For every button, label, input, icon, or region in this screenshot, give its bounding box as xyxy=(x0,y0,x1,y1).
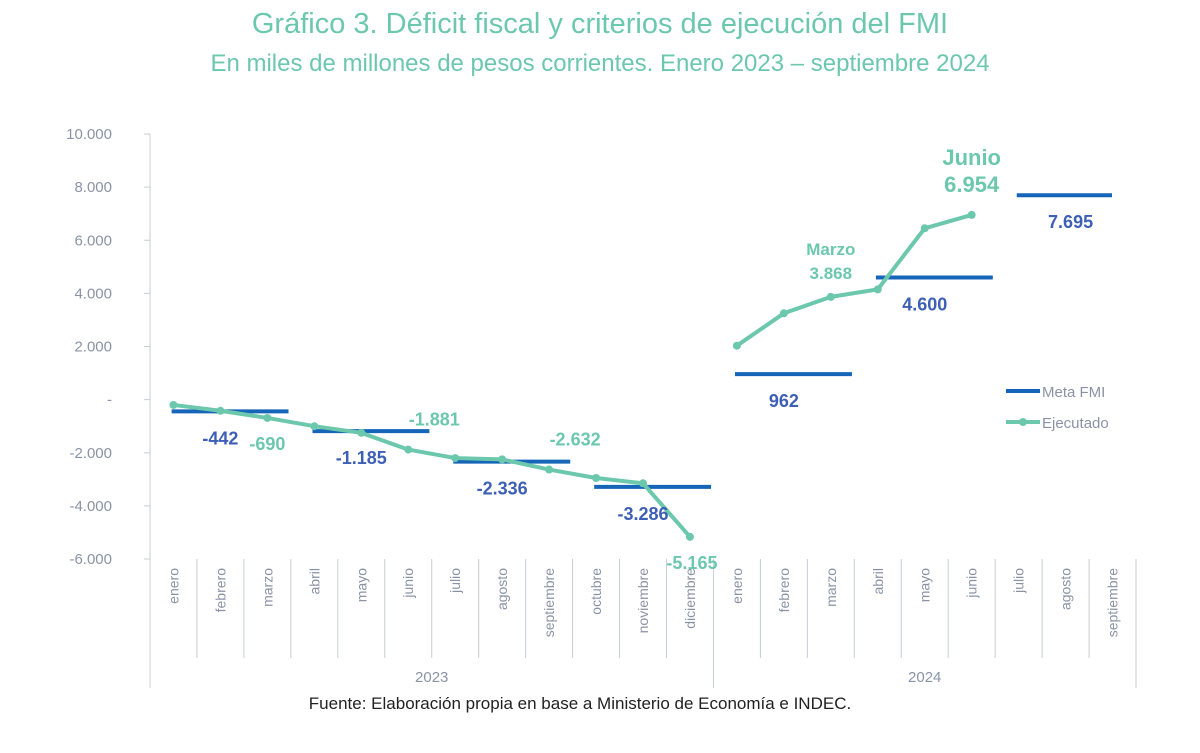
ejecutado-point xyxy=(873,285,882,294)
x-tick-label: septiembre xyxy=(1105,568,1121,637)
y-tick-label: 10.000 xyxy=(66,126,112,143)
ejecutado-point xyxy=(920,224,929,233)
meta-fmi-label: -1.185 xyxy=(336,448,387,468)
x-tick-label: mayo xyxy=(917,568,933,602)
legend-ejecutado-marker xyxy=(1019,418,1027,426)
ejecutado-line xyxy=(735,212,973,348)
meta-fmi-label: 4.600 xyxy=(902,294,947,314)
x-tick-label: mayo xyxy=(353,568,369,602)
annotation-month: Junio xyxy=(942,145,1001,170)
meta-fmi-label: -442 xyxy=(202,428,238,448)
year-label: 2023 xyxy=(415,669,448,686)
x-tick-label: marzo xyxy=(259,568,275,607)
y-tick-label: - xyxy=(107,392,112,409)
ejecutado-point xyxy=(404,445,413,454)
x-tick-label: julio xyxy=(1011,568,1027,594)
ejecutado-point xyxy=(263,413,272,422)
axis-layer: 10.000 8.000 6.000 4.000 2.000 - -2.000 -4.000 -… xyxy=(66,126,1137,688)
chart-subtitle: En miles de millones de pesos corrientes… xyxy=(210,50,990,77)
ejecutado-series xyxy=(169,210,976,541)
annotation-value: 6.954 xyxy=(944,172,1000,197)
year-label: 2024 xyxy=(908,669,941,686)
ejecutado-point xyxy=(732,341,741,350)
ejecutado-point xyxy=(826,292,835,301)
chart-canvas: 10.000 8.000 6.000 4.000 2.000 - -2.000 -4.000 -… xyxy=(66,126,1137,688)
ejecutado-point xyxy=(169,400,178,409)
ejecutado-point xyxy=(545,465,554,474)
ejecutado-point xyxy=(310,422,319,431)
annotation-month: Marzo xyxy=(806,240,855,259)
legend-ejecutado-label: Ejecutado xyxy=(1042,415,1109,432)
x-tick-label: enero xyxy=(165,568,181,604)
y-tick-label: 8.000 xyxy=(74,179,112,196)
ejecutado-point xyxy=(685,532,694,541)
y-tick-label: 6.000 xyxy=(74,232,112,249)
x-tick-label: agosto xyxy=(494,568,510,610)
ejecutado-label: -1.881 xyxy=(409,410,460,430)
x-tick-label: abril xyxy=(306,568,322,594)
x-tick-label: junio xyxy=(400,568,416,599)
y-tick-label: 4.000 xyxy=(74,285,112,302)
ejecutado-point xyxy=(592,473,601,482)
y-tick-label: -4.000 xyxy=(69,498,112,515)
ejecutado-point xyxy=(216,406,225,415)
meta-fmi-label: 7.695 xyxy=(1048,212,1093,232)
x-tick-label: enero xyxy=(729,568,745,604)
legend-meta-label: Meta FMI xyxy=(1042,384,1105,401)
x-tick-label: marzo xyxy=(823,568,839,607)
x-tick-label: abril xyxy=(870,568,886,594)
x-tick-label: octubre xyxy=(588,568,604,615)
x-tick-label: febrero xyxy=(212,568,228,613)
ejecutado-point xyxy=(779,309,788,318)
meta-fmi-label: -2.336 xyxy=(477,479,528,499)
ejecutado-point xyxy=(639,479,647,488)
ejecutado-point xyxy=(451,454,460,463)
meta-fmi-label: -3.286 xyxy=(617,504,668,524)
x-tick-label: septiembre xyxy=(541,568,557,637)
ejecutado-point xyxy=(498,455,507,464)
meta-fmi-series xyxy=(171,193,1112,489)
x-tick-label: febrero xyxy=(776,568,792,613)
legend: Meta FMI Ejecutado xyxy=(1006,384,1109,432)
x-tick-label: noviembre xyxy=(635,568,651,634)
y-tick-label: -2.000 xyxy=(69,445,112,462)
y-tick-label: -6.000 xyxy=(69,551,112,568)
x-tick-label: junio xyxy=(964,568,980,599)
ejecutado-point xyxy=(967,210,976,219)
data-labels: -442 -1.185 -2.336 -3.286 962 4.600 7.695 -690 -… xyxy=(202,145,1093,573)
ejecutado-line xyxy=(173,402,692,539)
annotation-value: 3.868 xyxy=(810,264,853,283)
ejecutado-label: -690 xyxy=(249,434,285,454)
meta-fmi-label: 962 xyxy=(769,391,799,411)
x-tick-label: diciembre xyxy=(682,568,698,629)
x-tick-label: agosto xyxy=(1058,568,1074,610)
chart-title: Gráfico 3. Déficit fiscal y criterios de… xyxy=(251,8,949,40)
source-note: Fuente: Elaboración propia en base a Min… xyxy=(308,694,852,713)
ejecutado-label: -2.632 xyxy=(550,430,601,450)
x-tick-label: julio xyxy=(447,568,463,594)
ejecutado-point xyxy=(357,428,366,437)
y-tick-label: 2.000 xyxy=(74,339,112,356)
ejecutado-label: -5.165 xyxy=(666,553,717,573)
